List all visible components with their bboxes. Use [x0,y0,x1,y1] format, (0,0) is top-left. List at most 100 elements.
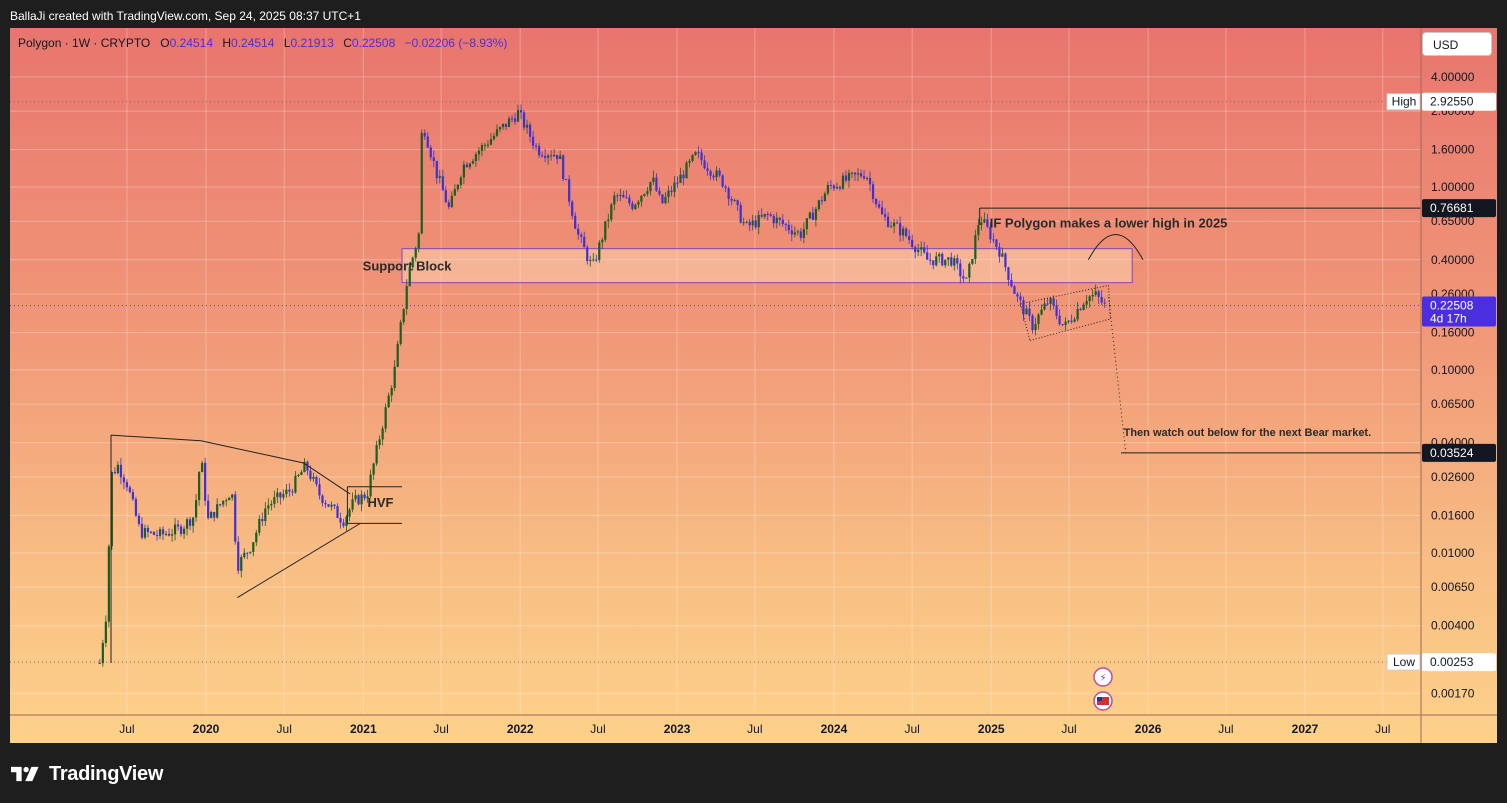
candle [760,208,763,218]
candle [173,517,177,541]
candle [1010,273,1013,288]
candle [862,170,866,180]
candle-body [778,217,781,220]
candle-body [249,551,252,553]
candle [850,171,854,178]
candle-body [652,177,655,183]
candle [556,154,559,165]
candle-body [796,231,799,233]
candle-body [477,150,481,155]
candle-body [261,518,264,522]
candle [736,199,739,211]
candle-body [595,259,598,261]
candle-body [188,519,192,526]
candle-body [598,242,601,260]
candle-body [357,495,360,505]
candle-body [568,179,571,202]
candle-body [312,476,315,480]
candle [646,186,649,197]
candle-body [977,225,980,236]
candle-body [859,173,863,177]
candle [628,194,631,206]
candle [1007,266,1010,286]
candle-body [207,500,210,519]
candle-body [372,463,375,475]
candle [796,229,799,236]
candle [261,512,264,526]
tradingview-brand[interactable]: TradingView [11,761,163,787]
candle-body [1028,308,1031,316]
candle-body [234,494,237,542]
candle-body [1082,304,1085,310]
candle-body [938,253,941,257]
candle [1028,302,1031,321]
candle [610,202,613,223]
candle-body [1007,267,1010,280]
candle [140,517,144,540]
candle [357,493,360,506]
high-label: H [222,36,232,50]
candle [164,530,168,537]
candle [772,213,775,228]
candle [995,238,998,250]
candle-body [607,219,610,222]
y-tick-label: 0.00400 [1431,619,1475,633]
candle-body [297,474,300,476]
candle-body [354,495,357,500]
candle [727,186,730,206]
candle-body [721,175,724,187]
candle [769,212,772,218]
candle-body [619,194,622,196]
open-value: 0.24514 [169,36,214,50]
candle-body [658,190,661,195]
candle-body [1040,309,1043,315]
chart-area[interactable]: Support Block HVF IF Polygon makes a lowe… [10,28,1497,743]
candle-body [330,504,333,507]
candle-body [556,154,559,160]
candle-body [835,186,839,189]
candle [324,500,327,508]
candle [923,241,926,255]
candle-body [1103,302,1106,304]
candle-body [270,503,273,506]
candle [544,148,547,163]
candle [167,528,171,537]
candle [595,254,598,263]
candle [685,160,688,179]
candle-body [1022,300,1025,315]
candle [616,193,619,202]
candle [589,255,592,267]
candle [808,211,811,220]
candle [965,277,968,279]
candle-body [101,642,104,664]
candle [868,171,872,192]
candle [655,173,658,192]
price-chart[interactable]: Support Block HVF IF Polygon makes a lowe… [10,28,1497,743]
candle-body [1019,296,1022,301]
high-value: 0.24514 [231,36,275,50]
y-tick-label: 0.65000 [1431,214,1475,228]
candle [971,258,974,266]
candle [865,176,869,181]
candle-body [119,464,122,478]
candle [486,140,490,148]
candle-body [917,249,920,253]
candle-body [703,160,706,169]
candle-body [877,204,881,208]
last-price-badge-value: 0.22508 [1430,298,1474,312]
candle-body [167,533,171,536]
currency-button[interactable]: USD [1422,32,1492,56]
candle-body [989,226,992,240]
candle-body [291,491,294,493]
candle-body [926,252,929,260]
candle [562,154,565,182]
resistance-badge: 0.76681 [1422,199,1496,218]
candle-body [992,239,995,241]
candle-body [294,475,297,493]
candle-body [315,476,318,485]
candle [182,525,186,539]
candle-body [823,193,827,202]
candle [519,104,523,120]
low-badge-bg [1422,653,1496,672]
